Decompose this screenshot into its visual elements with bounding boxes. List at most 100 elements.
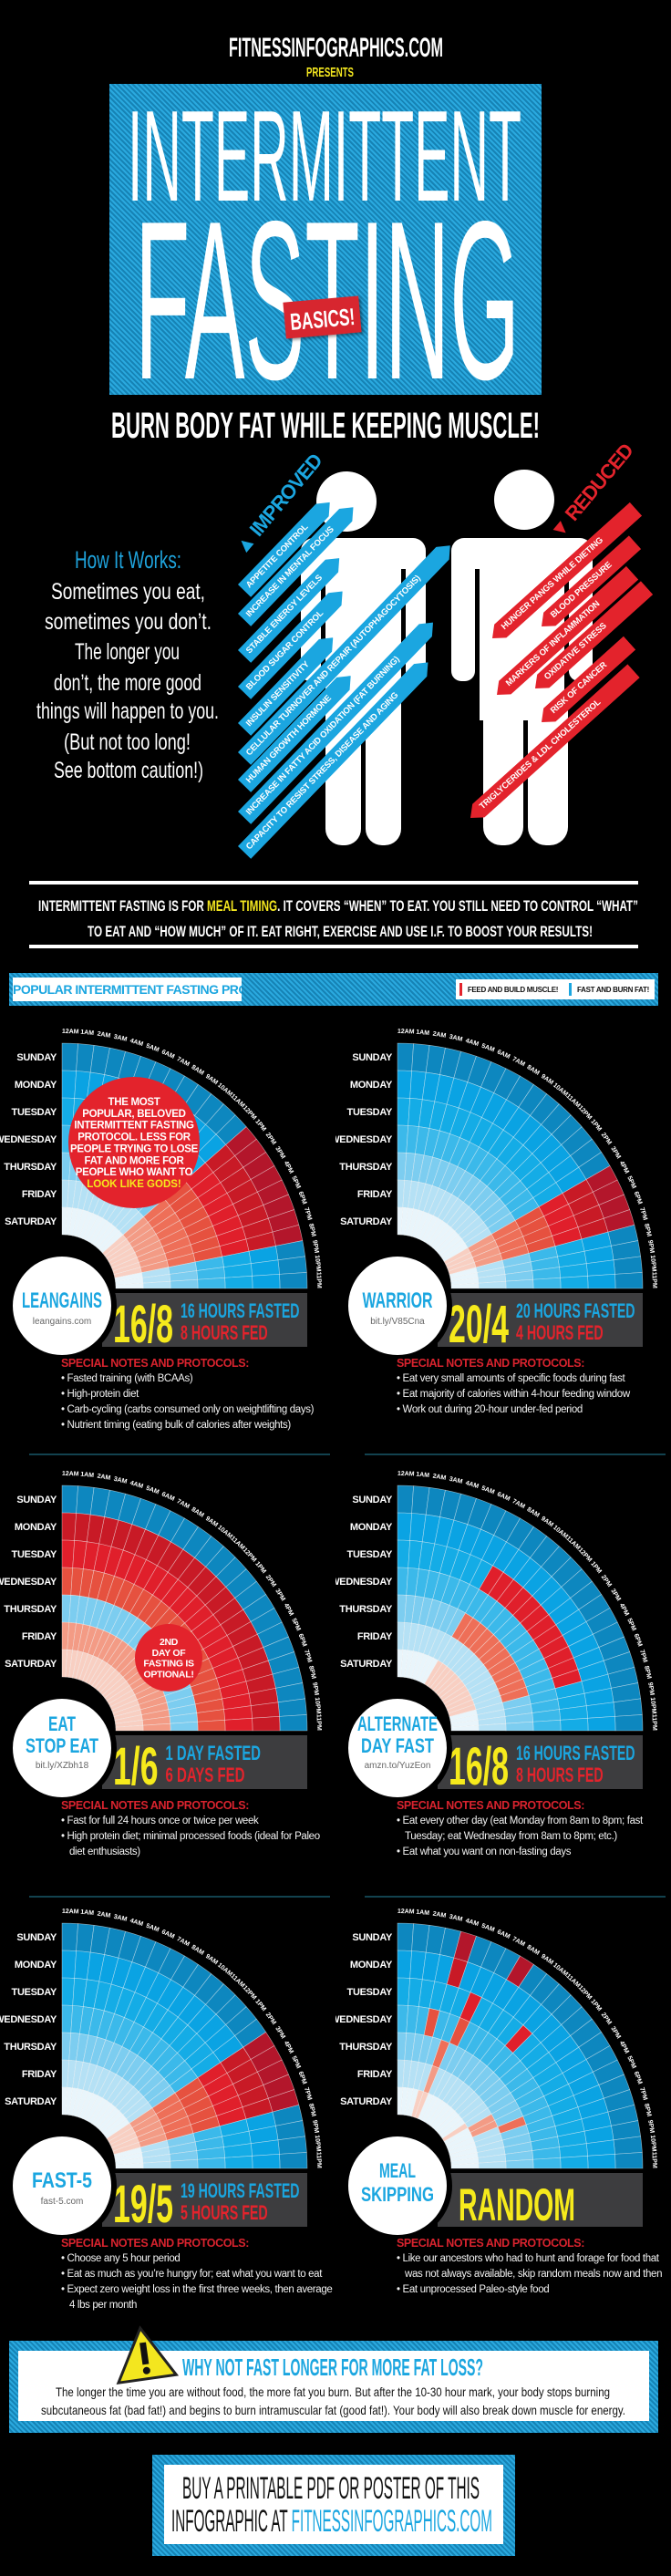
how-heading: How It Works: bbox=[75, 546, 181, 574]
ratio-value: 16/8 bbox=[449, 1737, 509, 1796]
hour-label: 4PM bbox=[618, 1160, 630, 1174]
hour-label: 3AM bbox=[113, 1914, 128, 1923]
hour-label: 1PM bbox=[589, 1119, 603, 1133]
cta-text[interactable]: BUY A PRINTABLE PDF OR POSTER OF THIS IN… bbox=[0, 2462, 671, 2544]
divider bbox=[29, 881, 638, 885]
presents-label: PRESENTS bbox=[306, 65, 354, 80]
hour-label: 1AM bbox=[416, 1472, 430, 1479]
hour-label: 11PM bbox=[315, 2152, 323, 2168]
note-item: Eat unprocessed Paleo-style food bbox=[397, 2282, 668, 2298]
panel-divider bbox=[29, 1454, 330, 1455]
hour-label: 8PM bbox=[307, 1223, 316, 1237]
note-item: Work out during 20-hour under-fed period bbox=[397, 1402, 668, 1418]
fed-label: 4 HOURS FED bbox=[516, 1321, 604, 1344]
day-label: SUNDAY bbox=[16, 1495, 57, 1505]
hour-label: 8AM bbox=[191, 1506, 205, 1519]
hour-label: 9PM bbox=[311, 1239, 319, 1254]
day-label: SUNDAY bbox=[16, 1932, 57, 1943]
fast-cell bbox=[61, 1950, 77, 1979]
hour-label: 5PM bbox=[625, 2055, 636, 2070]
legend-swatch-feed bbox=[459, 983, 462, 996]
hour-label: 2AM bbox=[432, 1474, 447, 1482]
how-line: don’t, the more good bbox=[54, 670, 201, 696]
callout-highlight: LOOK LIKE GODS! bbox=[87, 1179, 181, 1190]
note-item: Eat every other day (eat Monday from 8am… bbox=[397, 1814, 668, 1845]
day-label: WEDNESDAY bbox=[0, 1134, 57, 1145]
fasted-label: 1 DAY FASTED bbox=[166, 1742, 261, 1764]
program-logo bbox=[7, 1693, 117, 1803]
callout-text: FASTING IS bbox=[143, 1659, 194, 1670]
warning-text: WHY NOT FAST LONGER FOR MORE FAT LOSS? T… bbox=[41, 2325, 625, 2417]
hour-label: 6PM bbox=[633, 2071, 644, 2085]
ratio-box bbox=[102, 1735, 307, 1789]
legend: FEED AND BUILD MUSCLE! FAST AND BURN FAT… bbox=[456, 979, 655, 999]
hour-label: 8AM bbox=[191, 1064, 205, 1077]
hour-label: 3AM bbox=[113, 1034, 128, 1043]
hour-label: 5AM bbox=[480, 1923, 495, 1934]
tagline: BURN BODY FAT WHILE KEEPING MUSCLE! bbox=[111, 406, 540, 446]
program-notes: SPECIAL NOTES AND PROTOCOLS:Fasted train… bbox=[61, 1357, 333, 1433]
hour-label: 6PM bbox=[297, 1191, 308, 1205]
program-link[interactable]: bit.ly/V85Cna bbox=[370, 1317, 425, 1327]
hour-label: 4AM bbox=[465, 1918, 480, 1928]
fast-cell bbox=[397, 1097, 410, 1126]
program-name: ALTERNATE bbox=[357, 1712, 438, 1735]
hour-label: 3AM bbox=[449, 1476, 463, 1485]
note-item: Fasted training (with BCAAs) bbox=[61, 1371, 333, 1387]
notes-heading: SPECIAL NOTES AND PROTOCOLS: bbox=[397, 2237, 584, 2250]
day-label: FRIDAY bbox=[357, 1189, 393, 1200]
feeding-schedule-chart: SUNDAY MONDAY TUESDAY WEDNESDAY THURSDAY FRID… bbox=[336, 1471, 657, 1803]
day-label: WEDNESDAY bbox=[336, 1577, 393, 1588]
hour-label: 1AM bbox=[80, 1472, 95, 1479]
program-link[interactable]: bit.ly/XZbh18 bbox=[36, 1761, 89, 1771]
warning-content bbox=[18, 2351, 649, 2421]
title-intermittent: INTERMITTENT bbox=[128, 84, 521, 229]
hour-label: 10PM bbox=[314, 2135, 322, 2152]
fed-label: 8 HOURS FED bbox=[516, 1764, 604, 1786]
fast-cell bbox=[560, 1718, 589, 1732]
program-link[interactable]: leangains.com bbox=[33, 1317, 91, 1327]
divider bbox=[29, 945, 638, 948]
hour-label: 12AM bbox=[62, 1909, 79, 1916]
hour-label: 3AM bbox=[113, 1476, 128, 1485]
callout-text: POPULAR, BELOVED bbox=[82, 1109, 185, 1120]
day-label: MONDAY bbox=[350, 1960, 393, 1971]
hour-label: 1PM bbox=[589, 1999, 603, 2013]
program-link[interactable]: amzn.to/YuzEon bbox=[365, 1761, 431, 1771]
notes-heading: SPECIAL NOTES AND PROTOCOLS: bbox=[61, 2237, 249, 2250]
hour-label: 7PM bbox=[303, 1206, 313, 1221]
day-label: SATURDAY bbox=[5, 1216, 57, 1227]
hour-label: 3PM bbox=[274, 2025, 286, 2040]
fast-cell bbox=[197, 2157, 226, 2169]
ratio-box bbox=[438, 1735, 643, 1789]
fast-cell bbox=[61, 1485, 78, 1514]
fast-cell bbox=[450, 1282, 480, 1289]
day-label: SUNDAY bbox=[352, 1052, 393, 1063]
feed-cell bbox=[115, 1724, 144, 1732]
hour-label: 2PM bbox=[600, 1574, 613, 1588]
program-name: WARRIOR bbox=[363, 1288, 433, 1313]
callout-text: DAY OF bbox=[152, 1648, 187, 1659]
day-label: TUESDAY bbox=[12, 1987, 57, 1998]
callout-text: INTERMITTENT FASTING bbox=[74, 1121, 194, 1132]
fast-cell bbox=[505, 2158, 534, 2169]
hour-label: 10PM bbox=[649, 1255, 657, 1272]
hour-label: 8AM bbox=[526, 1064, 541, 1077]
statement-post: . IT COVERS “WHEN” TO EAT. YOU STILL NEE… bbox=[277, 897, 638, 915]
program-link[interactable]: fast-5.com bbox=[41, 2197, 84, 2207]
cta-content[interactable] bbox=[164, 2465, 503, 2544]
hour-label: 3AM bbox=[449, 1914, 463, 1923]
hour-label: 6PM bbox=[297, 1633, 308, 1648]
cta-link[interactable]: FITNESSINFOGRAPHICS.COM bbox=[292, 2504, 492, 2539]
legend-feed: FEED AND BUILD MUSCLE! bbox=[467, 985, 559, 994]
fast-cell bbox=[170, 1721, 199, 1732]
day-label: SATURDAY bbox=[340, 2096, 393, 2107]
hour-label: 6AM bbox=[160, 1929, 176, 1940]
ratio-value: 19/5 bbox=[113, 2175, 173, 2234]
panel-divider bbox=[365, 1454, 666, 1455]
day-label: THURSDAY bbox=[339, 1604, 393, 1615]
callout-text: THE MOST bbox=[108, 1097, 160, 1108]
hour-label: 6AM bbox=[496, 1491, 511, 1503]
fast-cell bbox=[560, 2156, 589, 2169]
main-title: INTERMITTENT FASTING BURN BODY FAT WHILE… bbox=[111, 84, 540, 446]
